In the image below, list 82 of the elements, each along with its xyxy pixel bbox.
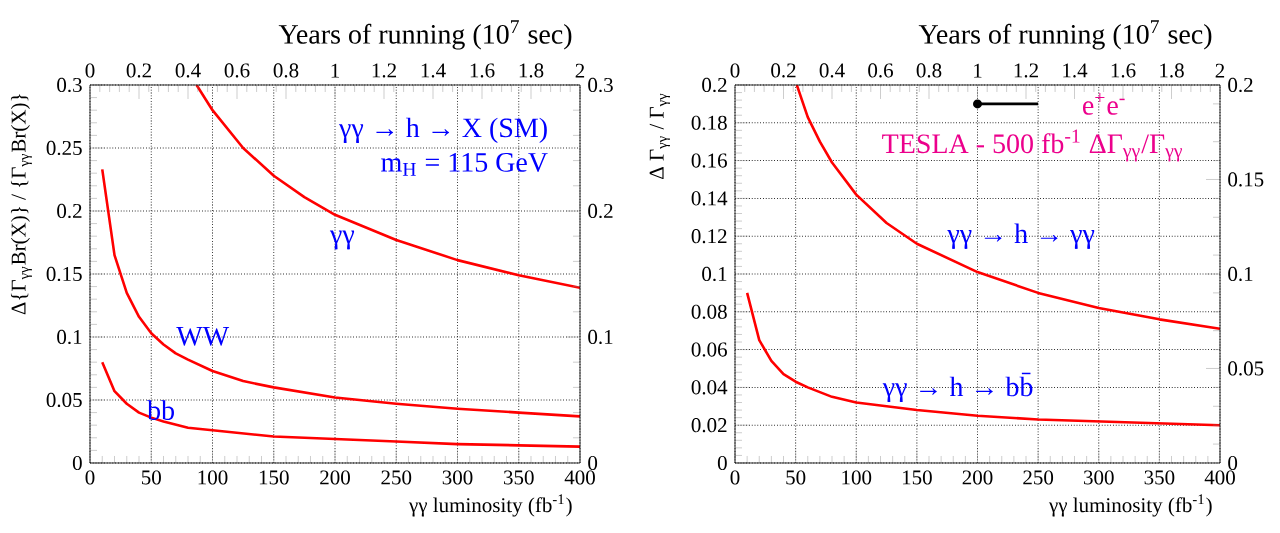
x2-tick-label: 1.2 [372,63,396,78]
y-tick-label: 0.25 [46,140,82,156]
x-tick-label: 350 [504,470,534,485]
x-tick-label: 300 [442,470,473,485]
x-tick-label: 250 [1023,470,1054,485]
x-tick-label: 0 [85,470,95,485]
y2-tick-label: 0.1 [1228,266,1253,282]
y-tick-label: 0.12 [691,229,727,244]
x2-tick-label: 1 [331,63,339,78]
x-tick-label: 0 [730,470,740,485]
y2-tick-label: 0.3 [588,77,613,93]
y2-tick-label: 0.15 [1228,172,1264,187]
x2-tick-label: 0.2 [126,63,151,78]
y-tick-label: 0.1 [57,329,82,345]
y-tick-label: 0.14 [691,191,728,206]
y-tick-label: 0 [717,455,727,471]
x2-axis-title: Years of running (10$^{7}$ sec) [918,20,1212,50]
y-tick-label: 0.15 [46,266,82,282]
annotation: bb [147,400,174,420]
x2-tick-label: 1.6 [1111,63,1136,78]
y-tick-label: 0.06 [691,342,727,357]
x2-tick-label: 1.8 [519,63,544,78]
x-tick-label: 150 [259,470,289,485]
x-tick-label: 300 [1084,470,1114,485]
x-tick-label: 350 [1144,470,1175,485]
x2-tick-label: 1.2 [1014,63,1038,78]
y-tick-label: 0.3 [57,77,82,93]
x2-tick-label: 0.8 [273,63,299,78]
x2-tick-label: 2 [575,63,585,78]
y-tick-label: 0.1 [702,266,727,282]
x-tick-label: 200 [320,470,350,485]
x2-tick-label: 2 [1215,63,1225,78]
x2-tick-label: 0.2 [771,63,796,78]
annotation: γγ [329,230,355,250]
x2-axis-title: Years of running (10$^{7}$ sec) [278,20,572,50]
x2-tick-label: 0 [85,63,95,78]
annotation: TESLA - 500 fb$^{-1}$ ΔΓ$_{γγ}$/Γ$_{γγ}$ [882,129,1183,162]
y2-tick-label: 0.2 [588,203,613,219]
x2-tick-label: 0.4 [175,63,201,78]
x2-tick-label: 1.6 [470,63,495,78]
x-tick-label: 250 [381,470,412,485]
x2-tick-label: 0.6 [868,63,894,78]
x2-tick-label: 1.4 [1063,63,1088,78]
x-tick-label: 150 [902,470,932,485]
y-tick-label: 0.18 [691,115,727,130]
x-tick-label: 50 [141,470,161,485]
y2-tick-label: 0.05 [1228,361,1264,376]
y2-tick-label: 0 [1228,455,1238,471]
annotation: γγ → h → X (SM) [338,117,547,144]
y2-tick-label: 0 [588,455,598,471]
annotation: m$_{H}$ = 115 GeV [381,152,548,176]
y2-tick-label: 0.1 [588,329,613,345]
x-tick-label: 200 [962,470,993,485]
x2-tick-label: 0 [730,63,740,78]
y-axis-title: Δ{Γ$_{γγ}$Br(X)} / {Γ$_{γγ}$Br(X)} [10,94,32,315]
x2-tick-label: 0.8 [916,63,942,78]
annotation: γγ → h → γγ [947,223,1095,249]
y-axis-title: Δ Γ$_{γγ}$ / Γ$_{γγ}$ [649,93,670,179]
y-tick-label: 0.04 [691,380,728,395]
x-tick-label: 400 [564,470,595,485]
x2-tick-label: 1.4 [421,63,446,78]
x-axis-title: γγ luminosity (fb$^{-1}$) [1048,494,1212,517]
x-tick-label: 50 [786,470,806,485]
y-tick-label: 0 [72,455,82,471]
x2-tick-label: 0.4 [819,63,845,78]
y-tick-label: 0.05 [46,392,82,408]
y-tick-label: 0.2 [702,77,727,93]
x2-tick-label: 0.6 [224,63,250,78]
y-tick-label: 0.08 [691,304,727,319]
y2-tick-label: 0.2 [1228,77,1253,93]
annotation: γγ → h → bb̄ [882,372,1033,403]
annotation: e$^{+}$e$^{-}$ [1083,92,1125,115]
x-tick-label: 100 [198,470,228,485]
x-axis-title: γγ luminosity (fb$^{-1}$) [408,494,572,517]
x-tick-label: 100 [842,470,872,485]
x2-tick-label: 1.8 [1160,63,1184,78]
x-tick-label: 400 [1204,470,1235,485]
y-tick-label: 0.16 [691,153,727,168]
y-tick-label: 0.02 [691,418,727,433]
x2-tick-label: 1 [974,63,982,78]
y-tick-label: 0.2 [57,203,82,219]
annotation: WW [176,326,230,346]
